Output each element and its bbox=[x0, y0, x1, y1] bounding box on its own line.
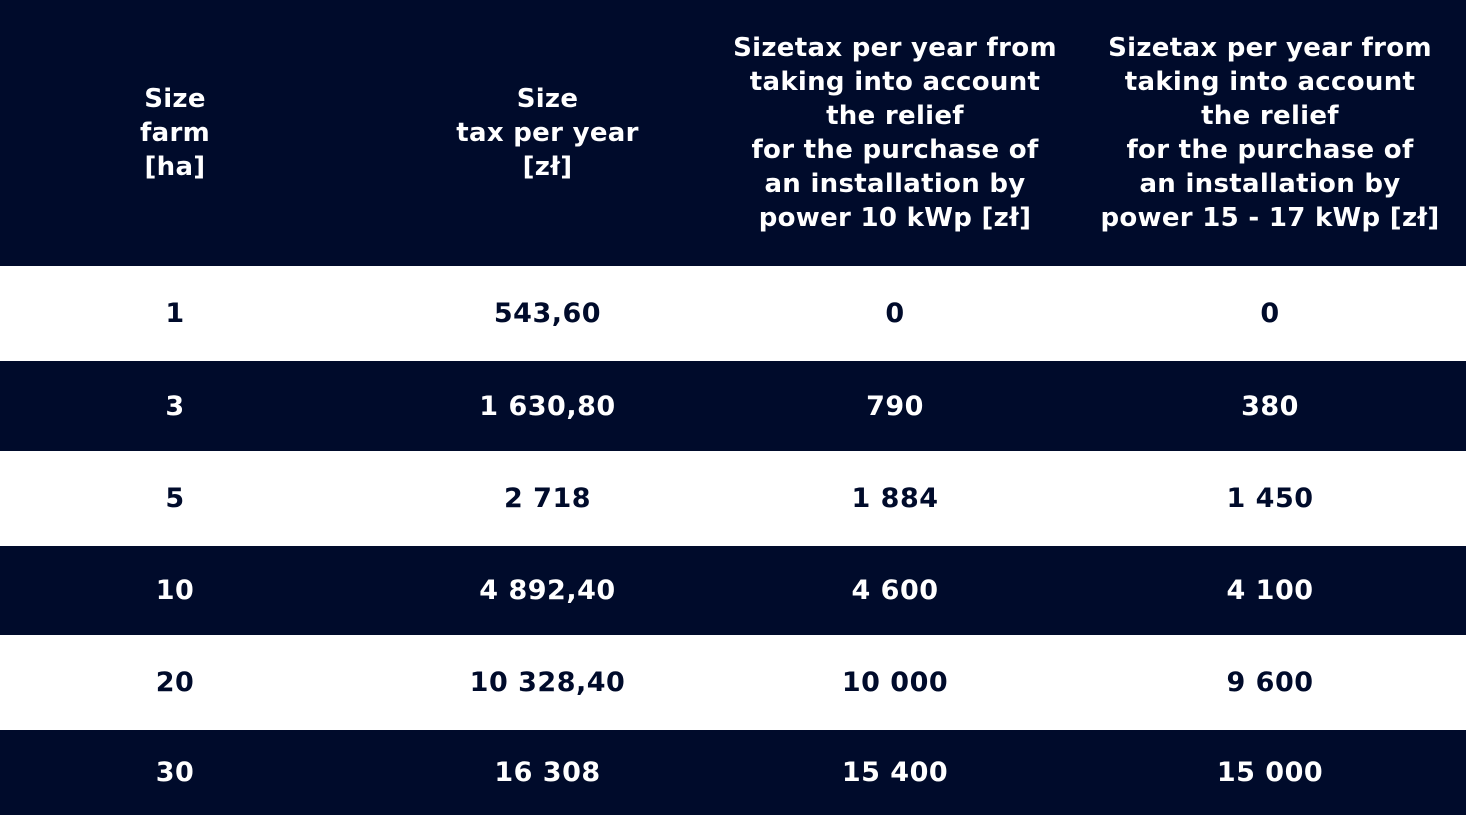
table-row: 10 4 892,40 4 600 4 100 bbox=[0, 546, 1466, 635]
table-row: 5 2 718 1 884 1 450 bbox=[0, 451, 1466, 546]
tax-relief-10kwp-cell: 790 bbox=[866, 390, 924, 422]
table-row: 3 1 630,80 790 380 bbox=[0, 361, 1466, 451]
farm-size-cell: 30 bbox=[155, 757, 195, 788]
farm-size-cell: 1 bbox=[165, 298, 185, 329]
tax-relief-15-17kwp-cell: 380 bbox=[1241, 390, 1299, 422]
tax-per-year-cell: 2 718 bbox=[503, 483, 592, 514]
tax-relief-15-17kwp-cell: 15 000 bbox=[1216, 757, 1324, 788]
tax-per-year-cell: 10 328,40 bbox=[469, 667, 626, 698]
tax-relief-10kwp-cell: 15 400 bbox=[841, 757, 949, 788]
tax-relief-10kwp-cell: 1 884 bbox=[851, 483, 939, 514]
table-row: 30 16 308 15 400 15 000 bbox=[0, 730, 1466, 815]
table-row: 20 10 328,40 10 000 9 600 bbox=[0, 635, 1466, 730]
farm-size-cell: 20 bbox=[155, 667, 195, 698]
farm-size-cell: 3 bbox=[165, 390, 185, 422]
farm-size-cell: 10 bbox=[155, 575, 195, 606]
header-tax-relief-15-17kwp: Sizetax per year from taking into accoun… bbox=[1100, 33, 1440, 233]
tax-per-year-cell: 1 630,80 bbox=[479, 390, 616, 422]
tax-relief-10kwp-cell: 10 000 bbox=[841, 667, 949, 698]
header-tax-per-year: Size tax per year [zł] bbox=[456, 84, 639, 182]
tax-relief-15-17kwp-cell: 9 600 bbox=[1226, 667, 1314, 698]
tax-per-year-cell: 543,60 bbox=[493, 298, 602, 329]
tax-relief-10kwp-cell: 0 bbox=[885, 298, 905, 329]
farm-size-cell: 5 bbox=[165, 483, 185, 514]
table-row: 1 543,60 0 0 bbox=[0, 266, 1466, 361]
tax-per-year-cell: 16 308 bbox=[494, 757, 601, 788]
tax-relief-15-17kwp-cell: 0 bbox=[1260, 298, 1280, 329]
tax-per-year-cell: 4 892,40 bbox=[479, 575, 616, 606]
header-tax-relief-10kwp: Sizetax per year from taking into accoun… bbox=[733, 33, 1057, 233]
table-header-row: Size farm [ha] Size tax per year [zł] Si… bbox=[0, 0, 1466, 266]
header-farm-size: Size farm [ha] bbox=[140, 84, 210, 182]
tax-relief-10kwp-cell: 4 600 bbox=[851, 575, 939, 606]
tax-relief-15-17kwp-cell: 4 100 bbox=[1226, 575, 1314, 606]
tax-relief-15-17kwp-cell: 1 450 bbox=[1226, 483, 1314, 514]
